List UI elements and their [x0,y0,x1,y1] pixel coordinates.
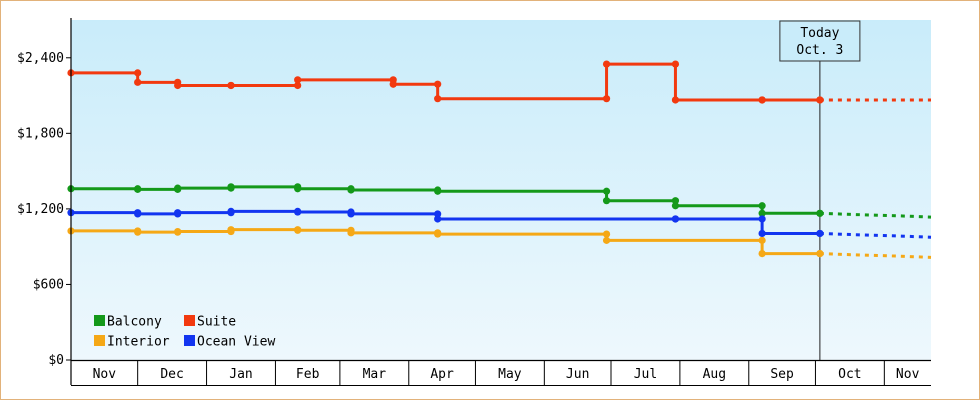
data-point [758,249,766,258]
data-point [134,69,142,77]
data-point [758,209,766,217]
legend-label-suite: Suite [197,315,236,330]
data-point [671,197,680,205]
data-point [816,209,824,217]
data-point [134,185,142,193]
data-point [227,226,235,234]
data-point [389,80,397,88]
series-forecast-interior [819,252,932,259]
month-label: Nov [93,367,117,382]
data-point [294,226,302,234]
series-balcony [67,183,932,219]
data-point [816,229,824,238]
data-point [434,210,442,218]
y-tick-label: $1,800 [17,126,64,141]
y-tick-label: $600 [33,277,64,292]
legend-label-ocean-view: Ocean View [197,335,275,350]
data-point [434,230,442,238]
data-point [758,202,766,210]
data-point [347,229,355,237]
data-point [174,227,182,236]
data-point [758,236,766,244]
data-point [671,96,680,104]
y-tick-label: $2,400 [17,51,64,66]
data-point [134,78,142,86]
legend-swatch-balcony [94,315,105,326]
month-label: Feb [296,367,320,382]
month-label: Dec [160,367,183,382]
month-label: Jan [229,367,252,382]
today-label: Today [800,26,839,41]
data-point [174,184,182,192]
data-point [671,215,680,223]
legend-label-interior: Interior [107,335,170,350]
data-point [294,208,302,216]
data-point [816,249,824,258]
data-point [758,96,766,104]
data-point [602,95,611,103]
today-marker: Today Oct. 3 [779,20,861,360]
series-forecast-ocean-view [819,231,932,239]
series-line-interior [71,228,820,256]
data-point [602,230,611,238]
data-point [294,76,302,84]
legend-swatch-ocean-view [184,335,195,346]
month-label: Mar [363,367,387,382]
data-point [134,210,142,218]
data-point [294,81,302,90]
today-date-label: Oct. 3 [796,43,843,58]
legend: Balcony Suite Interior Ocean View [94,315,275,350]
month-label: Sep [770,367,794,382]
data-point [174,209,182,217]
month-label: Aug [703,367,726,382]
y-tick-label: $1,200 [17,202,64,217]
series-suite [67,60,931,104]
data-point [434,80,442,88]
data-point [434,187,442,195]
data-point [174,81,182,90]
month-label: Apr [430,367,454,382]
month-label: Jun [566,367,589,382]
data-point [227,183,235,191]
legend-swatch-suite [184,315,195,326]
y-tick-label: $0 [48,353,64,368]
data-point [227,207,235,216]
series-interior [67,226,932,259]
month-label: Jul [634,367,657,382]
today-box [779,20,861,62]
month-label: Oct [838,367,861,382]
legend-label-balcony: Balcony [107,315,162,330]
data-point [602,236,611,244]
data-point [347,210,355,218]
data-point [816,96,824,104]
data-point [434,95,442,103]
data-point [294,185,302,193]
data-point [134,228,142,236]
data-point [671,202,680,210]
data-point [758,215,766,223]
data-point [602,187,611,195]
data-point [227,81,235,90]
data-point [758,229,766,238]
data-point [347,186,355,194]
month-label: Nov [896,367,920,382]
legend-swatch-interior [94,335,105,346]
data-point [602,197,611,205]
data-point [602,60,611,68]
data-point [671,60,680,68]
month-label: May [498,367,522,382]
data-point [434,215,442,223]
axes: $0 $600 $1,200 $1,800 $2,400 Nov Dec Jan Feb Mar A… [17,18,931,386]
series-forecast-balcony [819,211,932,219]
